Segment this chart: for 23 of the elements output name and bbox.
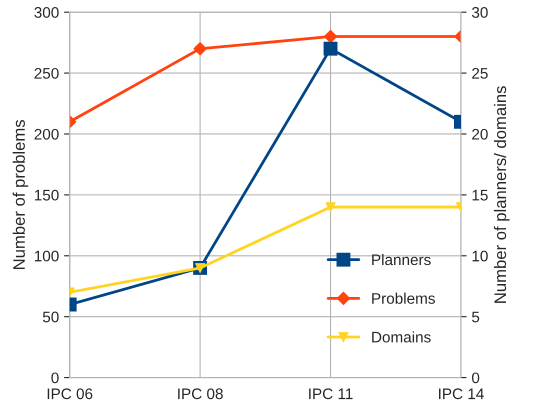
- x-tick-label: IPC 08: [178, 388, 223, 400]
- y-tick-label: 50: [42, 312, 59, 322]
- x-tick-label: IPC 11: [309, 388, 353, 400]
- y-tick-label: 150: [34, 190, 59, 201]
- y2-tick-label: 0: [472, 372, 480, 384]
- y2-tick-label: 5: [472, 312, 480, 322]
- y-tick-label: 100: [34, 250, 59, 262]
- y2-tick-label: 10: [472, 250, 488, 262]
- legend-label: Domains: [372, 331, 431, 343]
- x-tick-label: IPC 14: [439, 388, 484, 400]
- y2-tick-label: 15: [472, 190, 488, 201]
- y2-tick-label: 25: [472, 68, 488, 79]
- y-tick-label: 0: [51, 372, 59, 384]
- y-tick-label: 300: [34, 7, 59, 18]
- y-axis-title: Number of problems: [12, 120, 28, 269]
- legend-label: Problems: [372, 292, 435, 304]
- y2-axis-title: Number of planners/ domains: [494, 86, 510, 303]
- y-tick-label: 200: [34, 128, 59, 140]
- y2-tick-label: 30: [472, 7, 488, 18]
- legend-label: Planners: [372, 254, 431, 266]
- x-tick-label: IPC 06: [48, 388, 92, 400]
- y2-tick-label: 20: [472, 128, 488, 140]
- y-tick-label: 250: [34, 68, 59, 79]
